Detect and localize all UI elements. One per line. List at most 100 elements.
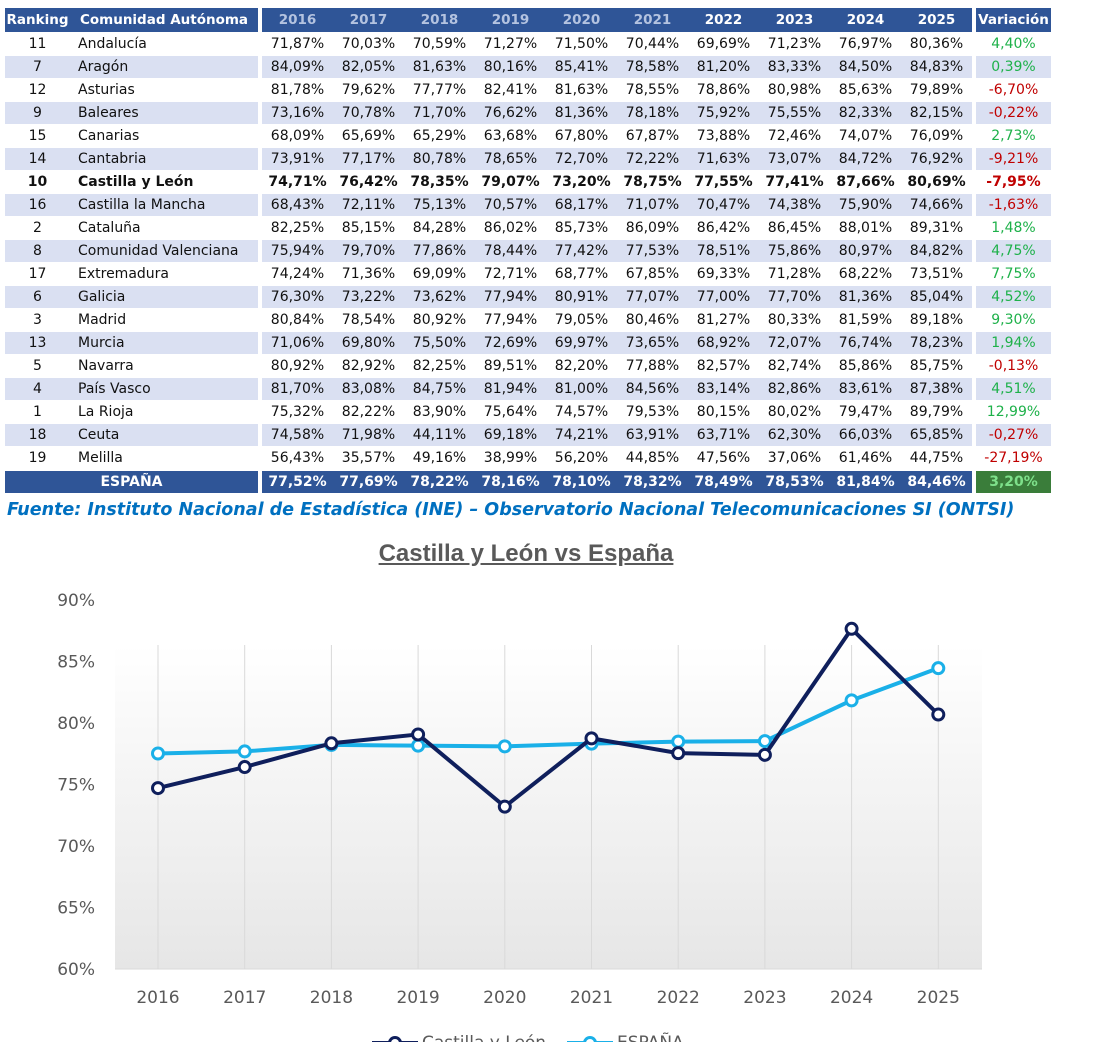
value-cell: 79,89% [901, 78, 974, 102]
region-cell: Murcia [70, 331, 260, 355]
value-cell: 73,22% [333, 285, 404, 309]
value-cell: 81,59% [830, 308, 901, 332]
value-cell: 47,56% [688, 446, 759, 470]
plot-area [115, 645, 982, 969]
value-cell: 78,58% [617, 55, 688, 79]
value-cell: 77,94% [475, 285, 546, 309]
value-cell: 70,03% [333, 32, 404, 56]
value-cell: 86,09% [617, 216, 688, 240]
value-cell: 71,50% [546, 32, 617, 56]
table-row: 14 Cantabria 73,91% 77,17% 80,78% 78,65% 72,70… [5, 147, 1051, 171]
value-cell: 80,92% [258, 354, 333, 378]
value-cell: 78,54% [333, 308, 404, 332]
table-row: 3 Madrid 80,84% 78,54% 80,92% 77,94% 79,05% 80,… [5, 308, 1051, 332]
table-row: 2 Cataluña 82,25% 85,15% 84,28% 86,02% 85,73% 8… [5, 216, 1051, 240]
data-point [151, 746, 165, 761]
value-cell: 70,44% [617, 32, 688, 56]
rank-cell: 10 [5, 170, 70, 194]
table-row: 7 Aragón 84,09% 82,05% 81,63% 80,16% 85,41% 78,… [5, 55, 1051, 79]
value-cell: 80,98% [759, 78, 830, 102]
value-cell: 83,33% [759, 55, 830, 79]
value-cell: 82,92% [333, 354, 404, 378]
value-cell: 82,86% [759, 377, 830, 401]
value-cell: 74,38% [759, 193, 830, 217]
region-cell: Andalucía [70, 32, 260, 56]
legend-label: Castilla y León [422, 1033, 546, 1042]
value-cell: 79,70% [333, 239, 404, 263]
value-cell: 68,22% [830, 262, 901, 286]
rank-cell: 8 [5, 239, 70, 263]
value-cell: 77,88% [617, 354, 688, 378]
value-cell: 73,88% [688, 124, 759, 148]
table-row: 12 Asturias 81,78% 79,62% 77,77% 82,41% 81,63%… [5, 78, 1051, 102]
variation-cell: 1,48% [972, 216, 1051, 240]
data-point [497, 799, 512, 814]
value-cell: 37,06% [759, 446, 830, 470]
value-cell: 85,86% [830, 354, 901, 378]
header-region: Comunidad Autónoma [70, 8, 260, 33]
region-cell: Castilla la Mancha [70, 193, 260, 217]
value-cell: 79,05% [546, 308, 617, 332]
region-cell: Melilla [70, 446, 260, 470]
value-cell: 70,59% [404, 32, 475, 56]
data-point [497, 739, 512, 754]
region-cell: Canarias [70, 124, 260, 148]
value-cell: 76,42% [333, 170, 404, 194]
value-cell: 89,31% [901, 216, 974, 240]
table-row: 19 Melilla 56,43% 35,57% 49,16% 38,99% 56,20% 4… [5, 446, 1051, 470]
value-cell: 80,97% [830, 239, 901, 263]
x-tick-label: 2023 [743, 988, 786, 1008]
value-cell: 77,53% [617, 239, 688, 263]
value-cell: 68,77% [546, 262, 617, 286]
value-cell: 69,09% [404, 262, 475, 286]
variation-cell: -0,27% [972, 423, 1051, 447]
value-cell: 82,74% [759, 354, 830, 378]
value-cell: 71,07% [617, 193, 688, 217]
value-cell: 75,55% [759, 101, 830, 125]
value-cell: 84,75% [404, 377, 475, 401]
value-cell: 72,11% [333, 193, 404, 217]
total-value-cell: 78,10% [546, 469, 617, 493]
data-point [931, 661, 946, 676]
x-tick-label: 2018 [310, 988, 353, 1008]
value-cell: 75,90% [830, 193, 901, 217]
value-cell: 69,18% [475, 423, 546, 447]
value-cell: 71,98% [333, 423, 404, 447]
total-label: ESPAÑA [5, 469, 260, 493]
value-cell: 75,92% [688, 101, 759, 125]
table-row: 6 Galicia 76,30% 73,22% 73,62% 77,94% 80,91% 77… [5, 285, 1051, 309]
value-cell: 86,02% [475, 216, 546, 240]
rank-cell: 1 [5, 400, 70, 424]
value-cell: 65,85% [901, 423, 974, 447]
value-cell: 76,30% [258, 285, 333, 309]
data-point [324, 736, 339, 751]
value-cell: 65,29% [404, 124, 475, 148]
value-cell: 78,55% [617, 78, 688, 102]
value-cell: 89,51% [475, 354, 546, 378]
table-row: 1 La Rioja 75,32% 82,22% 83,90% 75,64% 74,57% 7… [5, 400, 1051, 424]
data-point [931, 707, 946, 722]
value-cell: 70,47% [688, 193, 759, 217]
value-cell: 71,27% [475, 32, 546, 56]
value-cell: 35,57% [333, 446, 404, 470]
total-value-cell: 77,52% [258, 469, 333, 493]
variation-cell: -6,70% [972, 78, 1051, 102]
header-year: 2021 [617, 8, 688, 33]
rank-cell: 3 [5, 308, 70, 332]
value-cell: 80,02% [759, 400, 830, 424]
legend-label: ESPAÑA [617, 1031, 684, 1042]
value-cell: 63,68% [475, 124, 546, 148]
rank-cell: 7 [5, 55, 70, 79]
value-cell: 78,18% [617, 101, 688, 125]
value-cell: 79,47% [830, 400, 901, 424]
data-point [584, 731, 599, 746]
value-cell: 79,53% [617, 400, 688, 424]
x-tick-label: 2019 [396, 988, 439, 1008]
value-cell: 44,11% [404, 423, 475, 447]
variation-cell: -27,19% [972, 446, 1051, 470]
value-cell: 66,03% [830, 423, 901, 447]
header-year: 2020 [546, 8, 617, 33]
value-cell: 71,87% [258, 32, 333, 56]
value-cell: 61,46% [830, 446, 901, 470]
variation-cell: 4,52% [972, 285, 1051, 309]
